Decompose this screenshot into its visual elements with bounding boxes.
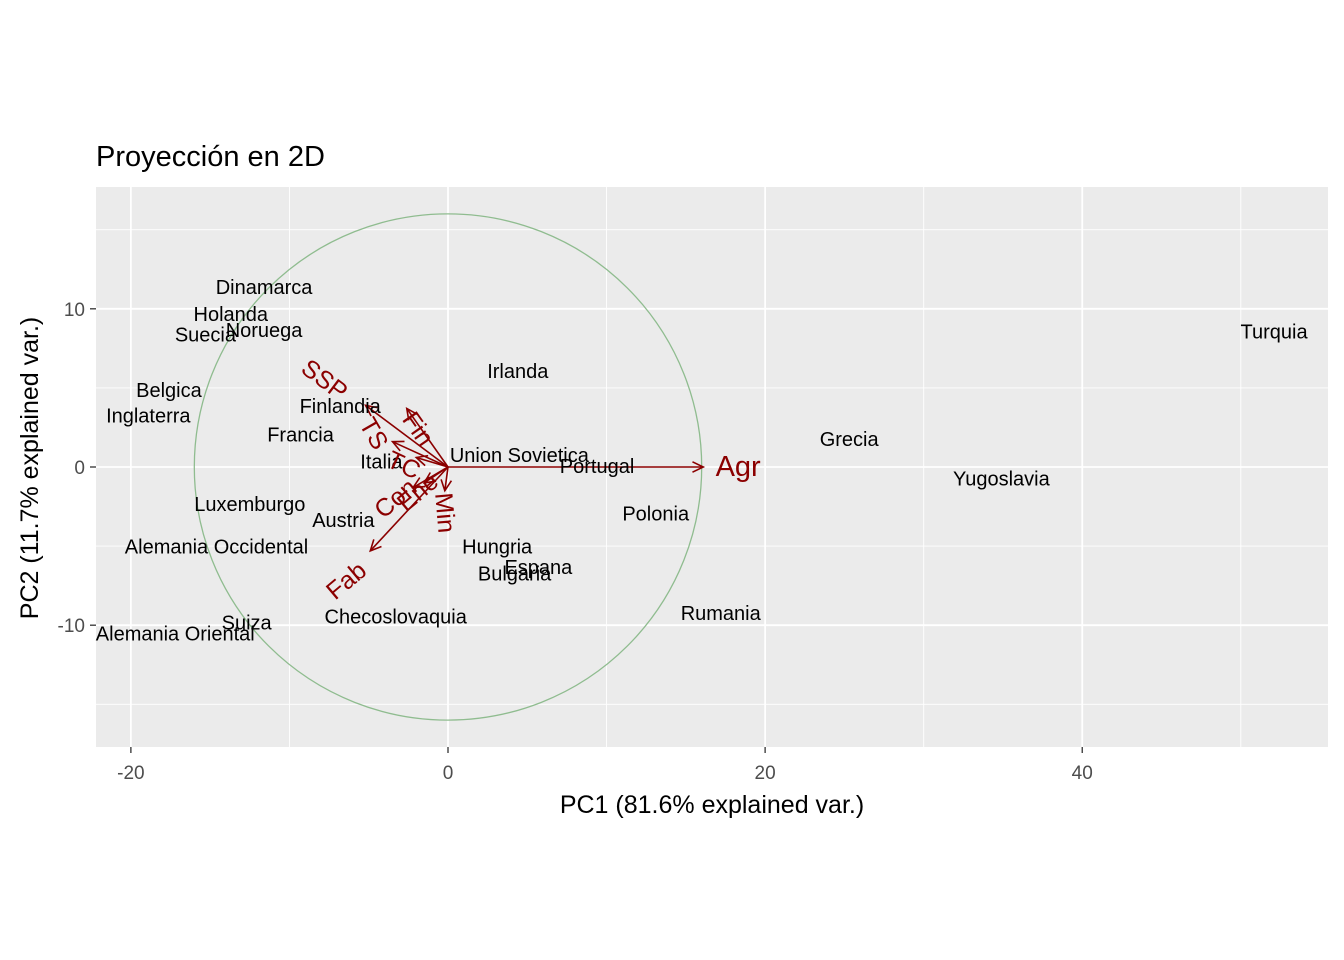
point-label: Luxemburgo	[194, 494, 305, 516]
x-axis-ticks: -20 0 20 40	[117, 747, 1093, 784]
point-label: Grecia	[820, 429, 880, 451]
point-label: Alemania Oriental	[96, 624, 255, 646]
y-tick-label: 10	[64, 300, 85, 321]
point-label: Francia	[267, 424, 335, 446]
point-label: Irlanda	[487, 361, 549, 383]
y-tick-label: 0	[74, 458, 85, 479]
point-label: Belgica	[136, 380, 202, 402]
point-label: Suiza	[222, 613, 273, 635]
loading-arrow-fin	[405, 406, 449, 468]
x-tick-label: 0	[443, 763, 454, 784]
chart-title: Proyección en 2D	[96, 141, 325, 173]
loading-arrows	[364, 404, 706, 553]
loading-arrow-ssp	[364, 404, 449, 468]
point-label: Portugal	[560, 456, 635, 478]
point-label: Noruega	[226, 320, 304, 342]
point-label: Polonia	[622, 503, 690, 525]
loading-arrow-min	[440, 466, 453, 493]
point-label: Austria	[312, 510, 375, 532]
loading-arrow-tc	[414, 454, 449, 468]
point-label: Holanda	[194, 304, 269, 326]
point-label: Rumania	[681, 603, 762, 625]
loading-arrow-con	[411, 466, 449, 489]
point-label: Italia	[360, 451, 403, 473]
x-tick-label: -20	[117, 763, 144, 784]
y-tick-label: -10	[58, 616, 85, 637]
loading-arrow-agr	[448, 461, 706, 473]
y-axis-title: PC2 (11.7% explained var.)	[16, 317, 44, 619]
point-label: Suecia	[175, 325, 237, 347]
loading-arrow-fab	[369, 466, 449, 553]
point-label: Dinamarca	[216, 277, 314, 299]
loading-arrow-ts	[390, 440, 449, 468]
point-label: Turquia	[1241, 322, 1309, 344]
point-label: Hungria	[462, 537, 533, 559]
x-tick-label: 20	[755, 763, 776, 784]
x-axis-title: PC1 (81.6% explained var.)	[560, 791, 864, 819]
point-label: Alemania Occidental	[125, 537, 308, 559]
point-label: Checoslovaquia	[325, 606, 468, 628]
point-label: Bulgaria	[478, 564, 552, 586]
point-label: Yugoslavia	[953, 469, 1051, 491]
point-label: Union Sovietica	[450, 445, 590, 467]
loading-label: Min	[429, 492, 460, 535]
point-label: Espana	[504, 557, 573, 579]
point-label: Inglaterra	[106, 405, 191, 427]
x-tick-label: 40	[1072, 763, 1093, 784]
point-label: Finlandia	[300, 396, 382, 418]
loading-label: Agr	[716, 451, 761, 483]
y-axis-ticks: -10 0 10	[58, 300, 96, 637]
